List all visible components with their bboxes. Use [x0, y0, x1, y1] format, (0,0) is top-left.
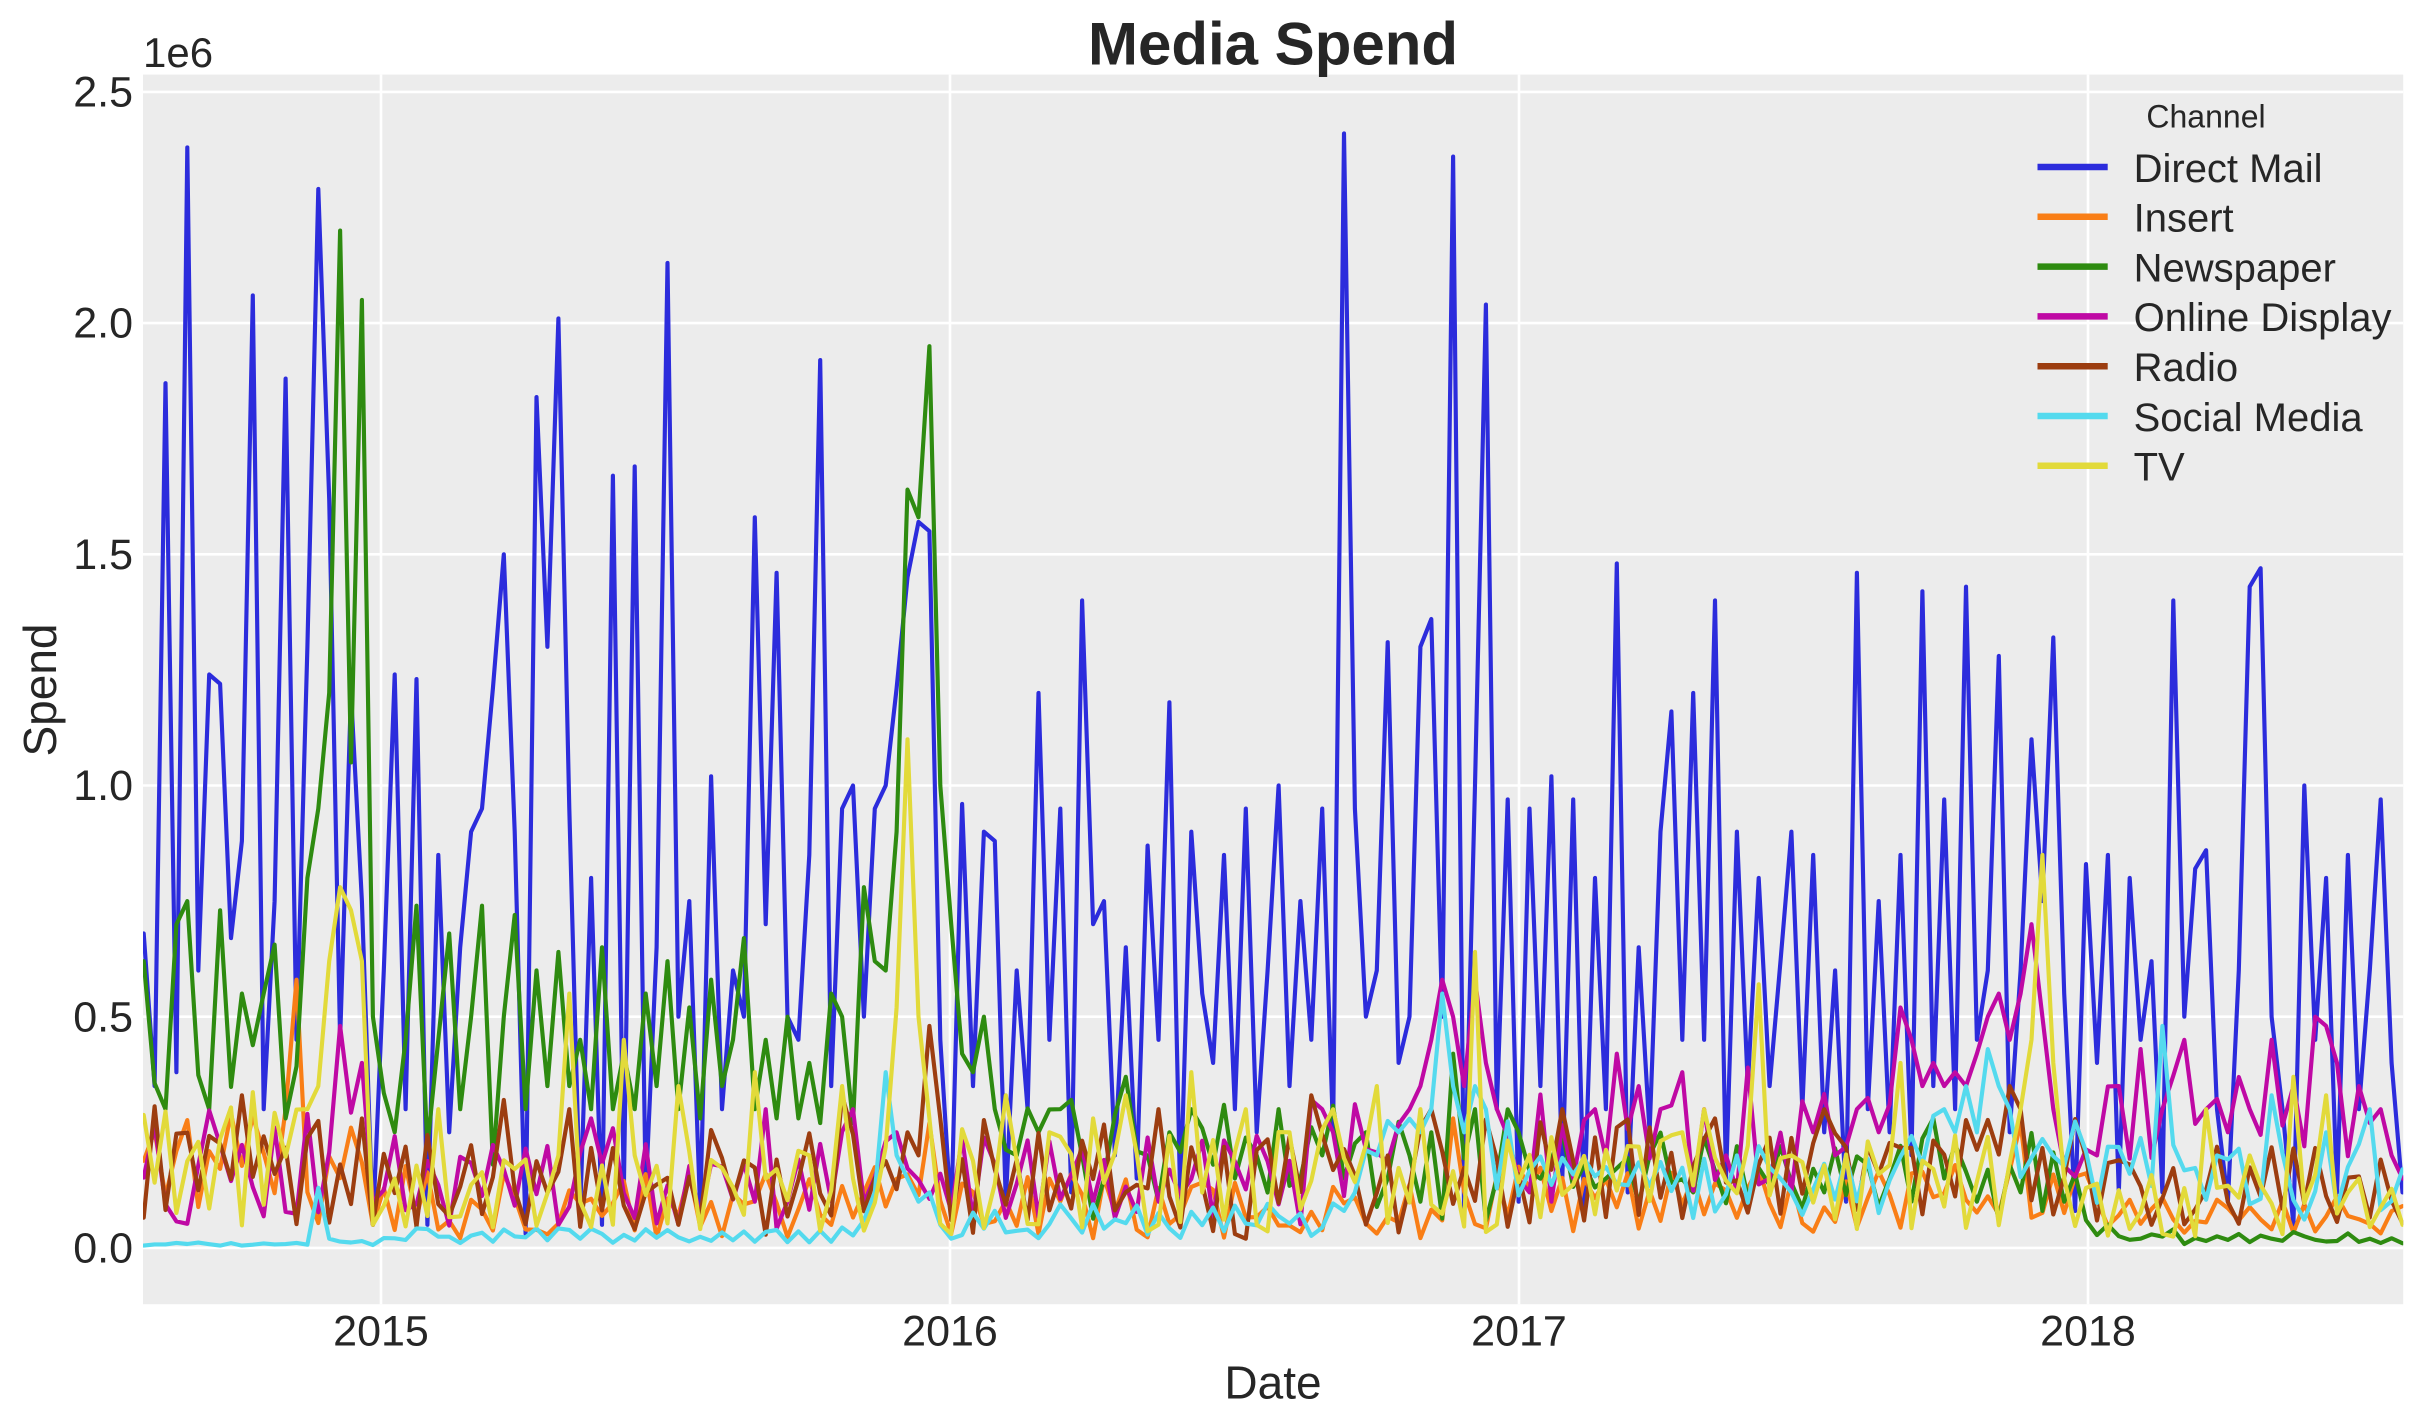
svg-text:2.5: 2.5	[73, 69, 133, 117]
svg-text:Social Media: Social Media	[2134, 396, 2364, 440]
svg-text:Spend: Spend	[14, 623, 66, 756]
svg-text:1e6: 1e6	[143, 29, 213, 76]
svg-text:Channel: Channel	[2146, 99, 2265, 135]
svg-text:Online Display: Online Display	[2134, 296, 2392, 340]
svg-text:2017: 2017	[1471, 1308, 1567, 1356]
svg-text:Radio: Radio	[2134, 346, 2239, 390]
svg-text:2.0: 2.0	[73, 300, 133, 348]
svg-text:Newspaper: Newspaper	[2134, 246, 2336, 290]
svg-text:2016: 2016	[902, 1308, 998, 1356]
svg-text:2015: 2015	[333, 1308, 429, 1356]
svg-text:1.5: 1.5	[73, 531, 133, 579]
svg-text:0.5: 0.5	[73, 993, 133, 1041]
svg-text:Media Spend: Media Spend	[1088, 10, 1458, 77]
svg-text:TV: TV	[2134, 446, 2185, 490]
svg-text:2018: 2018	[2040, 1308, 2136, 1356]
svg-text:0.0: 0.0	[73, 1225, 133, 1273]
svg-text:Direct Mail: Direct Mail	[2134, 147, 2323, 191]
svg-text:Date: Date	[1224, 1356, 1321, 1408]
svg-text:Insert: Insert	[2134, 197, 2234, 241]
svg-text:1.0: 1.0	[73, 762, 133, 810]
